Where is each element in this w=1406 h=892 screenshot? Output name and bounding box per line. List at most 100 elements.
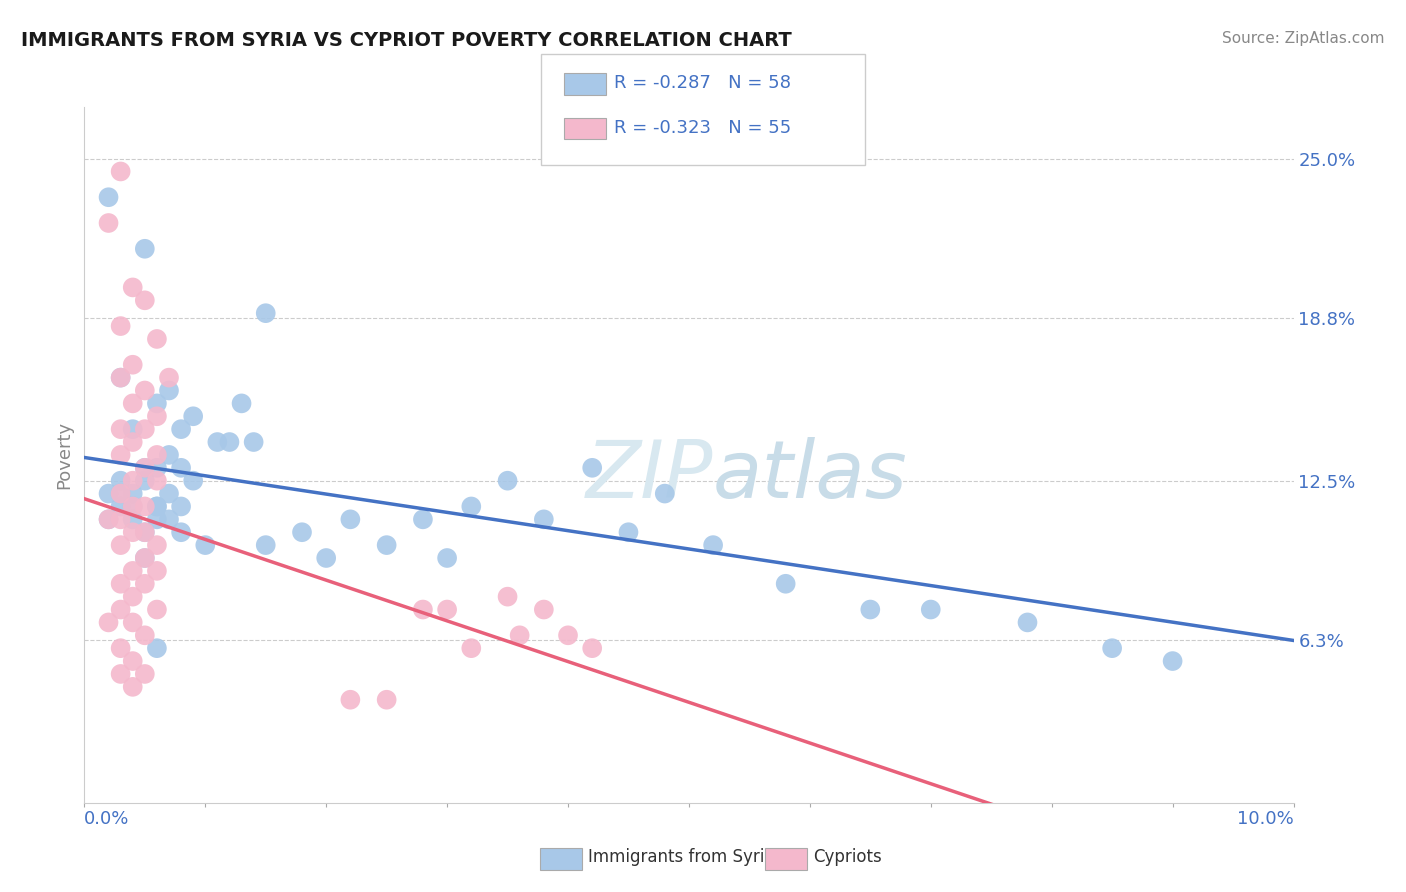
- Point: [581, 641, 603, 656]
- Point: [218, 435, 240, 450]
- Point: [121, 474, 143, 488]
- Point: [97, 486, 120, 500]
- Point: [146, 448, 169, 462]
- Point: [110, 370, 132, 384]
- Point: [920, 602, 942, 616]
- Point: [110, 448, 132, 462]
- Text: ZIP: ZIP: [586, 437, 713, 515]
- Point: [110, 500, 132, 514]
- Point: [121, 396, 143, 410]
- Point: [110, 370, 132, 384]
- Text: Source: ZipAtlas.com: Source: ZipAtlas.com: [1222, 31, 1385, 46]
- Point: [97, 216, 120, 230]
- Point: [110, 602, 132, 616]
- Point: [110, 486, 132, 500]
- Point: [254, 306, 277, 320]
- Point: [581, 460, 603, 475]
- Point: [617, 525, 640, 540]
- Point: [134, 474, 156, 488]
- Y-axis label: Poverty: Poverty: [55, 421, 73, 489]
- Point: [121, 435, 143, 450]
- Point: [146, 512, 169, 526]
- Text: Immigrants from Syria: Immigrants from Syria: [588, 848, 775, 866]
- Point: [110, 576, 132, 591]
- Text: R = -0.287   N = 58: R = -0.287 N = 58: [614, 74, 792, 92]
- Point: [533, 602, 555, 616]
- Point: [121, 358, 143, 372]
- Point: [134, 628, 156, 642]
- Text: 0.0%: 0.0%: [84, 810, 129, 828]
- Point: [436, 551, 458, 566]
- Point: [146, 460, 169, 475]
- Point: [242, 435, 264, 450]
- Point: [121, 615, 143, 630]
- Point: [146, 602, 169, 616]
- Point: [97, 615, 120, 630]
- Point: [110, 486, 132, 500]
- Point: [157, 370, 180, 384]
- Point: [460, 641, 482, 656]
- Point: [157, 384, 180, 398]
- Point: [110, 474, 132, 488]
- Point: [121, 564, 143, 578]
- Text: Cypriots: Cypriots: [813, 848, 882, 866]
- Point: [1017, 615, 1039, 630]
- Text: 10.0%: 10.0%: [1237, 810, 1294, 828]
- Point: [181, 409, 204, 424]
- Point: [557, 628, 579, 642]
- Point: [859, 602, 882, 616]
- Point: [121, 486, 143, 500]
- Point: [134, 384, 156, 398]
- Point: [194, 538, 217, 552]
- Point: [339, 512, 361, 526]
- Point: [436, 602, 458, 616]
- Text: IMMIGRANTS FROM SYRIA VS CYPRIOT POVERTY CORRELATION CHART: IMMIGRANTS FROM SYRIA VS CYPRIOT POVERTY…: [21, 31, 792, 50]
- Point: [110, 512, 132, 526]
- Point: [134, 551, 156, 566]
- Point: [702, 538, 724, 552]
- Point: [157, 512, 180, 526]
- Point: [121, 422, 143, 436]
- Point: [134, 576, 156, 591]
- Point: [121, 590, 143, 604]
- Point: [134, 500, 156, 514]
- Point: [121, 680, 143, 694]
- Point: [134, 460, 156, 475]
- Point: [134, 525, 156, 540]
- Point: [291, 525, 314, 540]
- Point: [339, 692, 361, 706]
- Point: [134, 293, 156, 308]
- Point: [231, 396, 253, 410]
- Point: [110, 538, 132, 552]
- Point: [460, 500, 482, 514]
- Point: [146, 474, 169, 488]
- Point: [170, 500, 193, 514]
- Point: [412, 512, 434, 526]
- Point: [654, 486, 676, 500]
- Point: [110, 319, 132, 334]
- Point: [412, 602, 434, 616]
- Point: [121, 500, 143, 514]
- Point: [97, 512, 120, 526]
- Point: [146, 332, 169, 346]
- Point: [157, 486, 180, 500]
- Point: [775, 576, 797, 591]
- Point: [110, 667, 132, 681]
- Point: [134, 242, 156, 256]
- Point: [97, 512, 120, 526]
- Point: [97, 190, 120, 204]
- Point: [533, 512, 555, 526]
- Point: [315, 551, 337, 566]
- Point: [134, 460, 156, 475]
- Point: [375, 538, 398, 552]
- Point: [157, 448, 180, 462]
- Point: [121, 280, 143, 294]
- Point: [134, 422, 156, 436]
- Point: [134, 551, 156, 566]
- Point: [375, 692, 398, 706]
- Point: [170, 525, 193, 540]
- Point: [110, 164, 132, 178]
- Text: atlas: atlas: [713, 437, 908, 515]
- Point: [121, 500, 143, 514]
- Point: [110, 422, 132, 436]
